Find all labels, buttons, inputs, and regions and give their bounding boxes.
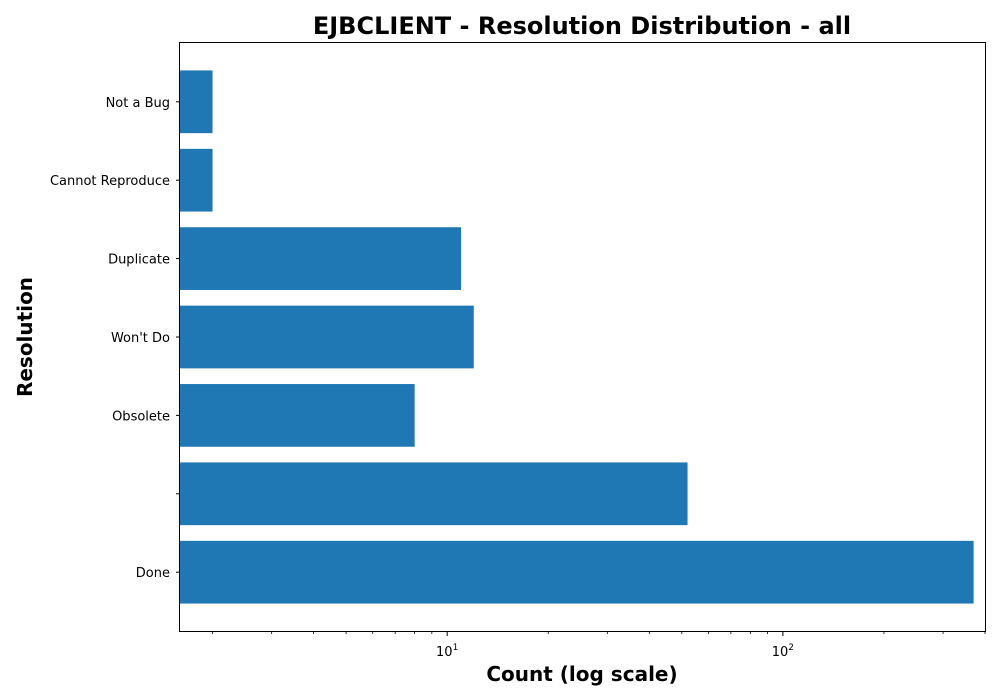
- y-tick-label: Obsolete: [112, 409, 170, 424]
- y-tick-label: Done: [136, 566, 170, 581]
- y-axis-ticks: Done Obsolete Won't Do Duplicate Cannot Repr…: [50, 96, 180, 581]
- bar-done: [180, 540, 974, 604]
- bars-group: [180, 70, 974, 604]
- bar-won-t-do: [180, 305, 474, 369]
- bar-not-a-bug: [180, 70, 213, 134]
- x-axis-ticks: 101 102: [212, 631, 986, 660]
- bar-cannot-reproduce: [180, 148, 213, 212]
- y-tick-label: Cannot Reproduce: [50, 174, 170, 189]
- x-tick-label: 101: [436, 643, 458, 660]
- plot-frame: [179, 42, 986, 632]
- x-tick-label: 102: [772, 643, 794, 660]
- y-tick-label: Not a Bug: [106, 96, 170, 111]
- bar-obsolete: [180, 384, 415, 447]
- y-tick-label: Duplicate: [108, 253, 170, 268]
- bar-duplicate: [180, 227, 462, 290]
- y-tick-label: Won't Do: [111, 331, 170, 346]
- chart-title: EJBCLIENT - Resolution Distribution - al…: [313, 12, 851, 40]
- y-axis-label: Resolution: [13, 277, 37, 397]
- x-axis-label: Count (log scale): [486, 662, 677, 686]
- bar-unlabeled: [180, 462, 688, 526]
